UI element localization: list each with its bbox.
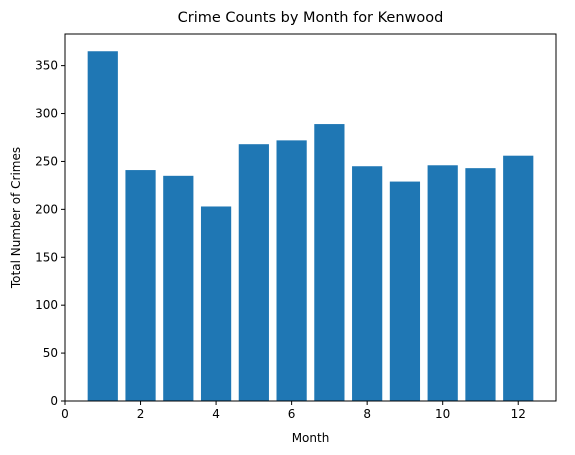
y-tick-label: 100 xyxy=(35,298,58,312)
y-tick-label: 250 xyxy=(35,154,58,168)
bar-month-1 xyxy=(87,51,118,401)
x-axis-ticks: 0 2 4 6 8 10 12 xyxy=(61,401,526,421)
y-tick-label: 50 xyxy=(43,346,58,360)
bar-month-9 xyxy=(389,181,421,401)
x-tick-label: 10 xyxy=(435,407,450,421)
bar-month-11 xyxy=(465,168,496,401)
bar-month-8 xyxy=(352,166,383,401)
bar-month-5 xyxy=(238,144,269,402)
bar-month-10 xyxy=(427,165,458,401)
bar-month-2 xyxy=(125,170,156,401)
bar-month-7 xyxy=(314,124,345,401)
y-tick-label: 300 xyxy=(35,107,58,121)
y-axis-label: Total Number of Crimes xyxy=(9,147,23,289)
y-axis-ticks: 0 50 100 150 200 250 300 350 xyxy=(35,59,65,408)
bar-month-12 xyxy=(503,155,534,401)
chart-title: Crime Counts by Month for Kenwood xyxy=(178,10,444,26)
x-tick-label: 6 xyxy=(288,407,296,421)
x-tick-label: 4 xyxy=(212,407,220,421)
y-tick-label: 350 xyxy=(35,59,58,73)
x-tick-label: 12 xyxy=(511,407,526,421)
plot-frame xyxy=(64,33,557,402)
y-tick-label: 0 xyxy=(50,394,58,408)
y-tick-label: 200 xyxy=(35,202,58,216)
bar-month-3 xyxy=(163,175,194,401)
bars-group xyxy=(87,51,534,402)
x-axis-label: Month xyxy=(292,431,330,445)
x-tick-label: 8 xyxy=(363,407,371,421)
y-tick-label: 150 xyxy=(35,250,58,264)
bar-month-4 xyxy=(200,206,232,401)
x-tick-label: 0 xyxy=(61,407,69,421)
bar-month-6 xyxy=(276,140,307,402)
x-tick-label: 2 xyxy=(137,407,145,421)
